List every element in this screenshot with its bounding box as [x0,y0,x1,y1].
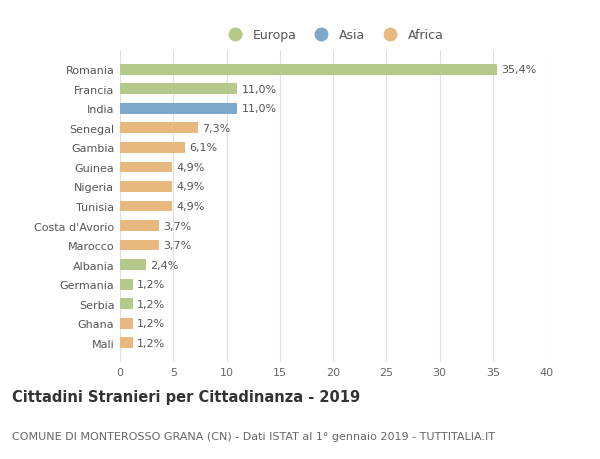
Text: 4,9%: 4,9% [176,162,205,173]
Text: 6,1%: 6,1% [189,143,217,153]
Text: COMUNE DI MONTEROSSO GRANA (CN) - Dati ISTAT al 1° gennaio 2019 - TUTTITALIA.IT: COMUNE DI MONTEROSSO GRANA (CN) - Dati I… [12,431,495,441]
Bar [120,299,133,309]
Bar [120,240,160,251]
Bar [120,84,237,95]
Bar [120,201,172,212]
Text: 1,2%: 1,2% [137,299,165,309]
Bar [120,221,160,231]
Legend: Europa, Asia, Africa: Europa, Asia, Africa [219,26,447,46]
Bar [120,279,133,290]
Text: 4,9%: 4,9% [176,182,205,192]
Text: 3,7%: 3,7% [164,241,192,251]
Text: 11,0%: 11,0% [241,84,277,95]
Text: 7,3%: 7,3% [202,123,230,134]
Text: 1,2%: 1,2% [137,338,165,348]
Bar [120,260,146,270]
Text: 2,4%: 2,4% [150,260,178,270]
Text: 1,2%: 1,2% [137,319,165,329]
Bar [120,162,172,173]
Text: Cittadini Stranieri per Cittadinanza - 2019: Cittadini Stranieri per Cittadinanza - 2… [12,389,360,404]
Bar [120,182,172,192]
Bar [120,123,198,134]
Bar [120,65,497,75]
Bar [120,338,133,348]
Text: 3,7%: 3,7% [164,221,192,231]
Text: 1,2%: 1,2% [137,280,165,290]
Text: 35,4%: 35,4% [501,65,536,75]
Text: 11,0%: 11,0% [241,104,277,114]
Bar [120,143,185,153]
Bar [120,318,133,329]
Text: 4,9%: 4,9% [176,202,205,212]
Bar [120,104,237,114]
